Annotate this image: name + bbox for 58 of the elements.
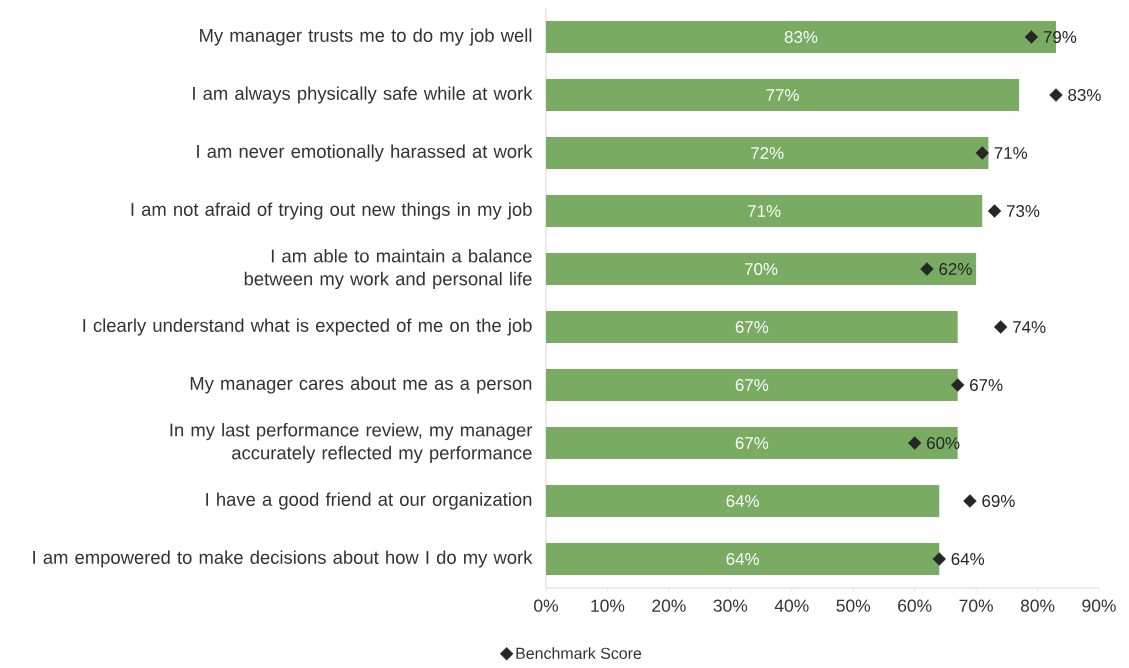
data-label: 83%	[1068, 89, 1101, 102]
point	[1024, 30, 1039, 44]
x-tick-label: 30%	[713, 599, 748, 612]
bar	[546, 427, 958, 459]
data-label: 67%	[735, 379, 769, 392]
bar	[546, 311, 958, 343]
point	[950, 378, 965, 392]
point	[963, 494, 977, 508]
x-tick-label: 40%	[774, 599, 809, 612]
data-label: 64%	[951, 553, 985, 566]
data-label: 72%	[751, 147, 784, 159]
y-tick-label: I am able to maintain a balance between my work and personal life	[244, 248, 532, 290]
data-label: 67%	[735, 437, 769, 450]
data-label: 67%	[735, 321, 769, 334]
y-tick-label: I have a good friend at our organization	[206, 492, 532, 510]
legend-label: Benchmark Score	[516, 647, 642, 659]
bar	[546, 253, 977, 285]
bar	[546, 485, 940, 517]
data-label: 70%	[744, 263, 778, 276]
data-label: 69%	[982, 495, 1015, 508]
y-tick-label: I am always physically safe while at work	[193, 86, 533, 104]
x-tick-label: 90%	[1082, 599, 1116, 612]
point	[1049, 88, 1063, 102]
point	[920, 262, 934, 276]
data-label: 67%	[970, 379, 1003, 392]
data-label: 71%	[994, 147, 1028, 159]
bar	[546, 137, 989, 169]
data-label: 64%	[726, 553, 759, 566]
y-tick-label: My manager trusts me to do my job well	[200, 28, 532, 46]
x-tick-label: 70%	[959, 599, 993, 612]
x-tick-label: 80%	[1020, 599, 1055, 612]
y-tick-label: In my last performance review, my manager accurately reflected my performance	[170, 422, 533, 464]
point	[987, 204, 1002, 218]
point	[932, 552, 946, 566]
data-label: 77%	[766, 89, 799, 101]
x-tick-label: 20%	[652, 599, 686, 612]
y-tick-label: I am empowered to make decisions about how I do my work	[33, 550, 533, 568]
bar	[546, 369, 958, 401]
y-tick-label: I am never emotionally harassed at work	[197, 144, 533, 162]
point	[907, 436, 922, 450]
data-label: 71%	[748, 205, 781, 217]
data-label: 73%	[1006, 205, 1040, 218]
y-tick-label: I clearly understand what is expected of me on the job	[83, 318, 532, 336]
y-tick-label: I am not afraid of trying out new things in my job	[131, 202, 532, 220]
data-label: 64%	[726, 495, 759, 508]
data-label: 62%	[939, 263, 972, 276]
x-tick-label: 60%	[898, 599, 932, 612]
x-tick-label: 10%	[591, 599, 625, 612]
x-tick-label: 50%	[836, 599, 871, 612]
data-label: 83%	[784, 31, 818, 44]
bar	[546, 79, 1020, 111]
x-tick-label: 0%	[534, 599, 558, 612]
y-tick-label: My manager cares about me as a person	[190, 376, 532, 394]
bar	[546, 543, 940, 575]
bar	[546, 195, 983, 227]
point	[993, 320, 1008, 334]
data-label: 74%	[1013, 321, 1046, 333]
point	[975, 146, 989, 160]
